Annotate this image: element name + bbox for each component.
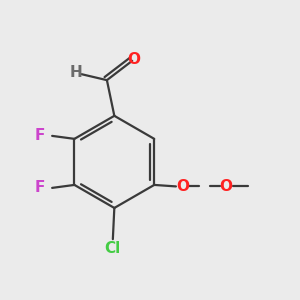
Text: F: F — [34, 180, 45, 195]
Text: O: O — [220, 179, 233, 194]
Text: Cl: Cl — [105, 241, 121, 256]
Text: H: H — [70, 65, 83, 80]
Text: F: F — [34, 128, 45, 143]
Text: O: O — [127, 52, 140, 67]
Text: O: O — [176, 179, 189, 194]
